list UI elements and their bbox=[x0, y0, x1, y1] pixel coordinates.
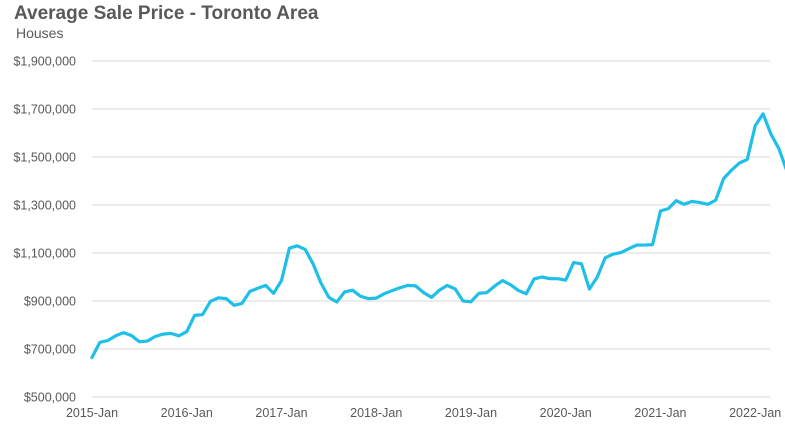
x-axis-tick-labels: 2015-Jan 2016-Jan 2017-Jan 2018-Jan 2019-Jan… bbox=[66, 406, 781, 420]
series-line bbox=[90, 112, 785, 359]
y-tick-label: $1,900,000 bbox=[13, 55, 76, 69]
x-tick-label: 2018-Jan bbox=[350, 406, 402, 420]
chart-subtitle: Houses bbox=[16, 25, 64, 41]
x-tick-label: 2022-Jan bbox=[729, 406, 781, 420]
chart-title: Average Sale Price - Toronto Area bbox=[14, 3, 319, 24]
gridlines bbox=[92, 60, 770, 398]
y-tick-label: $500,000 bbox=[24, 391, 76, 405]
x-tick-label: 2021-Jan bbox=[634, 406, 686, 420]
x-tick-label: 2017-Jan bbox=[255, 406, 307, 420]
x-tick-label: 2016-Jan bbox=[161, 406, 213, 420]
x-tick-label: 2020-Jan bbox=[540, 406, 592, 420]
y-tick-label: $1,700,000 bbox=[13, 103, 76, 117]
y-axis-tick-labels: $500,000 $700,000 $900,000 $1,100,000 $1,300… bbox=[13, 55, 76, 405]
x-tick-label: 2019-Jan bbox=[445, 406, 497, 420]
y-tick-label: $1,500,000 bbox=[13, 151, 76, 165]
y-tick-label: $900,000 bbox=[24, 295, 76, 309]
y-tick-label: $1,100,000 bbox=[13, 247, 76, 261]
y-tick-label: $1,300,000 bbox=[13, 199, 76, 213]
x-tick-label: 2015-Jan bbox=[66, 406, 118, 420]
y-tick-label: $700,000 bbox=[24, 343, 76, 357]
series-layer bbox=[90, 112, 785, 359]
